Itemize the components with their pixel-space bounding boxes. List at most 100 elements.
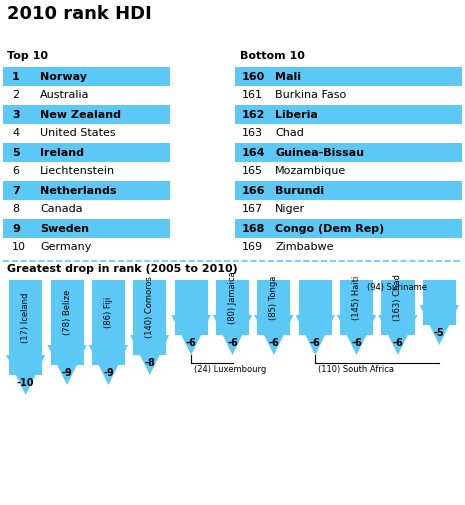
Polygon shape xyxy=(213,315,252,355)
Text: (163) Chad: (163) Chad xyxy=(393,274,402,321)
Text: -8: -8 xyxy=(144,358,155,368)
Text: (24) Luxembourg: (24) Luxembourg xyxy=(194,365,266,374)
Text: -6: -6 xyxy=(310,338,320,348)
Text: Liberia: Liberia xyxy=(275,110,318,120)
Bar xyxy=(3,105,232,124)
Polygon shape xyxy=(379,315,418,355)
Polygon shape xyxy=(47,345,86,385)
Polygon shape xyxy=(6,355,45,395)
Text: Burkina Faso: Burkina Faso xyxy=(275,90,346,100)
Text: 5: 5 xyxy=(12,147,20,158)
Bar xyxy=(299,280,332,335)
Bar xyxy=(3,124,232,143)
Text: Canada: Canada xyxy=(40,205,83,215)
Text: (145) Haiti: (145) Haiti xyxy=(352,275,361,320)
Text: 2: 2 xyxy=(12,90,19,100)
Text: United States: United States xyxy=(40,128,116,138)
Text: 10: 10 xyxy=(12,242,26,252)
Text: Burundi: Burundi xyxy=(275,185,324,195)
Text: -6: -6 xyxy=(227,338,238,348)
Text: 9: 9 xyxy=(12,224,20,233)
Text: Niger: Niger xyxy=(275,205,305,215)
Text: 7: 7 xyxy=(12,185,20,195)
Text: Liechtenstein: Liechtenstein xyxy=(40,167,115,177)
Bar xyxy=(92,280,125,365)
Text: 167: 167 xyxy=(242,205,263,215)
Text: (110) South Africa: (110) South Africa xyxy=(318,365,394,374)
Polygon shape xyxy=(296,315,335,355)
Bar xyxy=(3,67,232,86)
Bar xyxy=(423,280,456,325)
Text: 160: 160 xyxy=(242,72,265,81)
Text: Chad: Chad xyxy=(275,128,304,138)
Text: (140) Comoros: (140) Comoros xyxy=(145,277,154,338)
Bar xyxy=(235,162,462,181)
Text: Top 10: Top 10 xyxy=(7,51,48,61)
Bar xyxy=(174,280,208,335)
Text: (17) Iceland: (17) Iceland xyxy=(21,292,30,343)
Polygon shape xyxy=(254,315,293,355)
Bar xyxy=(340,280,373,335)
Text: 2010 rank HDI: 2010 rank HDI xyxy=(7,5,152,23)
Text: 6: 6 xyxy=(12,167,19,177)
Text: Norway: Norway xyxy=(40,72,87,81)
Bar xyxy=(3,181,232,200)
Bar xyxy=(3,238,232,257)
Text: -9: -9 xyxy=(103,368,114,378)
Bar xyxy=(235,67,462,86)
Bar xyxy=(170,67,235,257)
Bar xyxy=(235,105,462,124)
Text: Ireland: Ireland xyxy=(40,147,84,158)
Text: 1: 1 xyxy=(12,72,20,81)
Text: 166: 166 xyxy=(242,185,266,195)
Bar xyxy=(3,200,232,219)
Text: 165: 165 xyxy=(242,167,263,177)
Bar xyxy=(235,86,462,105)
Bar xyxy=(9,280,42,375)
Text: Mali: Mali xyxy=(275,72,301,81)
Bar xyxy=(3,162,232,181)
Text: Guinea-Bissau: Guinea-Bissau xyxy=(275,147,364,158)
Bar xyxy=(3,143,232,162)
Polygon shape xyxy=(420,305,459,345)
Text: (80) Jamaica: (80) Jamaica xyxy=(228,271,237,324)
Text: 3: 3 xyxy=(12,110,20,120)
Bar xyxy=(3,219,232,238)
Text: Congo (Dem Rep): Congo (Dem Rep) xyxy=(275,224,384,233)
Text: Mozambique: Mozambique xyxy=(275,167,346,177)
Bar xyxy=(216,280,249,335)
Bar xyxy=(133,280,166,355)
Text: 169: 169 xyxy=(242,242,263,252)
Text: Netherlands: Netherlands xyxy=(40,185,117,195)
Text: Zimbabwe: Zimbabwe xyxy=(275,242,333,252)
Text: Greatest drop in rank (2005 to 2010): Greatest drop in rank (2005 to 2010) xyxy=(7,264,238,274)
Text: Sweden: Sweden xyxy=(40,224,89,233)
Polygon shape xyxy=(337,315,376,355)
Text: -5: -5 xyxy=(434,328,445,338)
Polygon shape xyxy=(172,315,211,355)
Bar xyxy=(235,219,462,238)
Text: (86) Fiji: (86) Fiji xyxy=(104,297,113,328)
Bar xyxy=(235,181,462,200)
Text: -9: -9 xyxy=(62,368,73,378)
Text: 8: 8 xyxy=(12,205,19,215)
Bar xyxy=(235,124,462,143)
Text: -6: -6 xyxy=(268,338,279,348)
Text: 4: 4 xyxy=(12,128,19,138)
Bar xyxy=(3,86,232,105)
Text: -6: -6 xyxy=(186,338,197,348)
Text: (94) Suriname: (94) Suriname xyxy=(367,283,427,292)
Polygon shape xyxy=(130,335,169,375)
Polygon shape xyxy=(89,345,128,385)
Text: Australia: Australia xyxy=(40,90,89,100)
Bar xyxy=(51,280,84,365)
Text: (78) Belize: (78) Belize xyxy=(63,290,72,335)
Text: (85) Tonga: (85) Tonga xyxy=(269,275,279,320)
Text: -10: -10 xyxy=(17,378,34,388)
Text: 163: 163 xyxy=(242,128,263,138)
Bar xyxy=(381,280,414,335)
Text: 168: 168 xyxy=(242,224,266,233)
Text: -6: -6 xyxy=(351,338,362,348)
Bar xyxy=(235,143,462,162)
Bar xyxy=(257,280,291,335)
